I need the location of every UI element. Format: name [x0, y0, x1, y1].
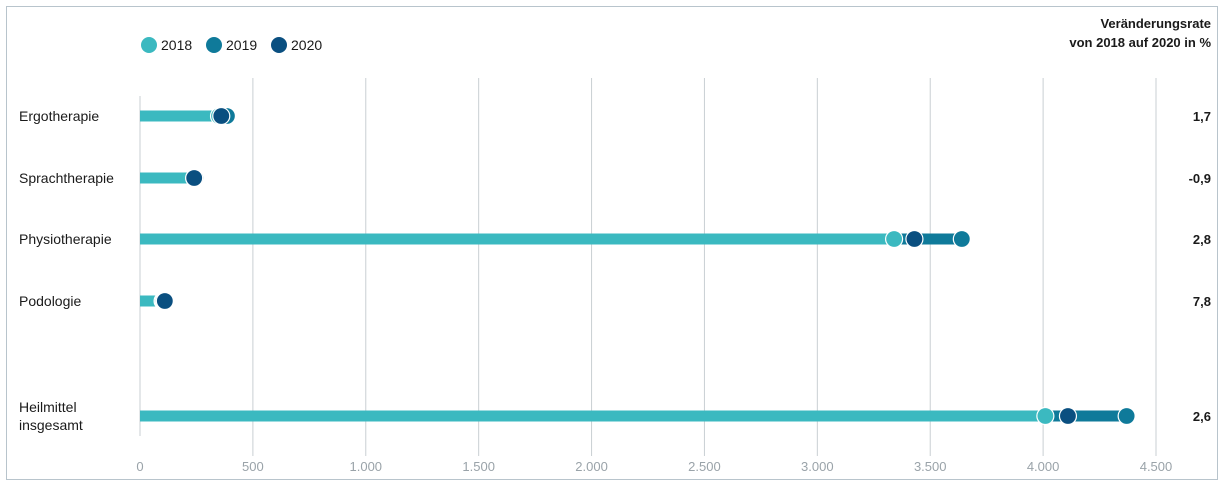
bar-2018 — [140, 295, 163, 307]
x-tick-label: 0 — [136, 459, 143, 474]
rate-header: Veränderungsrate von 2018 auf 2020 in % — [1069, 16, 1211, 50]
category-label: insgesamt — [19, 417, 83, 433]
rate-value: -0,9 — [1189, 171, 1211, 186]
gridlines — [139, 78, 1157, 456]
rate-value: 2,6 — [1193, 409, 1211, 424]
dot-2020 — [905, 229, 924, 249]
legend-swatch — [271, 37, 287, 53]
bar-2018 — [140, 110, 220, 122]
dot-2018 — [1036, 406, 1055, 426]
legend-swatch — [206, 37, 222, 53]
bar-2018 — [140, 233, 895, 245]
dot-2018 — [884, 229, 904, 249]
rate-value: 1,7 — [1193, 109, 1211, 124]
dot-2020 — [1058, 406, 1078, 426]
bar-increase — [894, 233, 962, 245]
dot-2020 — [185, 168, 204, 188]
dot-2019 — [952, 229, 971, 249]
dot-2020 — [155, 291, 174, 311]
x-tick-label: 500 — [242, 459, 264, 474]
rate-value: 2,8 — [1193, 232, 1211, 247]
x-tick-label: 2.500 — [688, 459, 721, 474]
dots — [153, 106, 1136, 426]
x-tick-label: 4.000 — [1027, 459, 1060, 474]
legend-label: 2018 — [161, 37, 192, 53]
bar-2018 — [140, 172, 195, 184]
x-tick-label: 1.000 — [350, 459, 383, 474]
legend-swatch — [141, 37, 157, 53]
category-label: Podologie — [19, 293, 81, 309]
x-axis-ticks: 0 500 1.000 1.500 2.000 2.500 3.000 3.500 4.000 4… — [136, 459, 1172, 474]
rate-header-line: Veränderungsrate — [1100, 16, 1211, 31]
x-tick-label: 3.500 — [914, 459, 947, 474]
category-label: Ergotherapie — [19, 108, 99, 124]
x-tick-label: 3.000 — [801, 459, 834, 474]
legend-label: 2019 — [226, 37, 257, 53]
legend: 2018 2019 2020 — [141, 37, 322, 53]
bar-increase — [1045, 410, 1127, 422]
x-tick-label: 4.500 — [1140, 459, 1173, 474]
bars — [140, 110, 1127, 422]
category-label: Heilmittel — [19, 399, 77, 415]
category-labels: Ergotherapie Sprachtherapie Physiotherapie… — [19, 108, 114, 433]
rate-labels: 1,7 -0,9 2,8 7,8 2,6 — [1189, 109, 1211, 424]
bar-2018 — [140, 410, 1046, 422]
rate-header-line: von 2018 auf 2020 in % — [1069, 35, 1211, 50]
category-label: Sprachtherapie — [19, 170, 114, 186]
x-tick-label: 2.000 — [575, 459, 608, 474]
category-label: Physiotherapie — [19, 231, 112, 247]
rate-value: 7,8 — [1193, 294, 1211, 309]
dot-2020 — [212, 106, 231, 126]
x-tick-label: 1.500 — [462, 459, 495, 474]
dot-2019 — [1117, 406, 1136, 426]
legend-label: 2020 — [291, 37, 322, 53]
